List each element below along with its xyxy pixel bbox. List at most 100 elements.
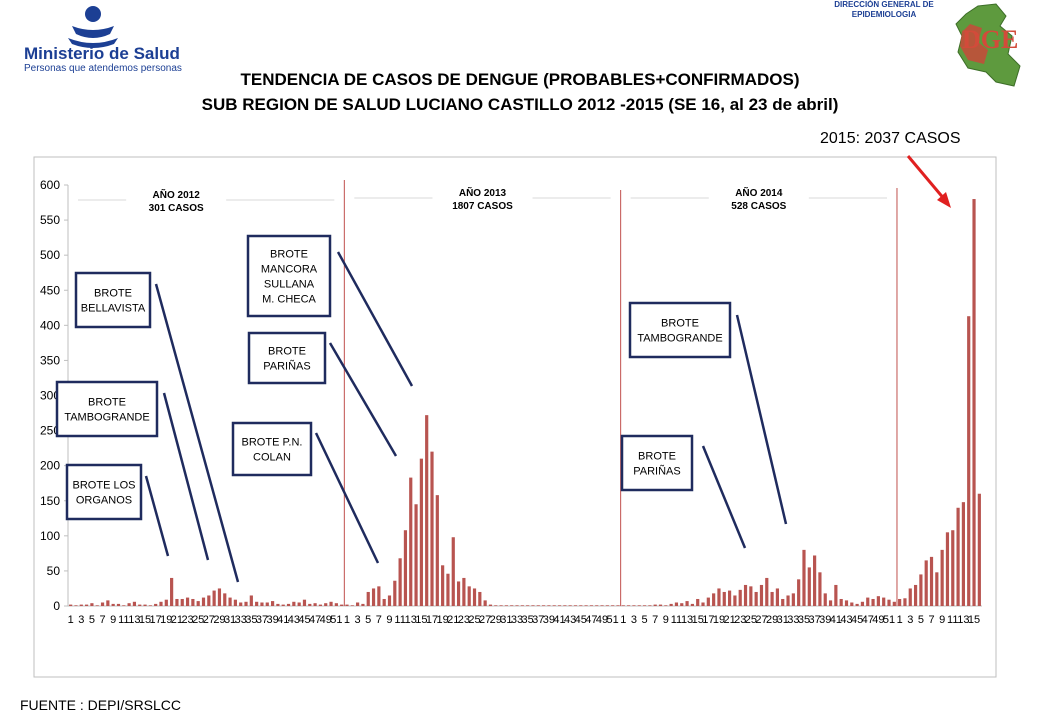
x-tick-label: 5 [89,614,95,626]
x-tick-label: 25 [745,614,757,626]
bar-2015-w14 [967,316,971,606]
bar-2013-w26 [478,591,482,606]
brote-tambogrande-2012-text: BROTE [88,397,126,409]
x-tick-label: 25 [468,614,480,626]
brote-bellavista-text: BELLAVISTA [81,303,146,315]
bar-2012-w6 [95,605,99,606]
bar-2014-w32 [786,595,790,606]
x-tick-label: 25 [192,614,204,626]
brote-mancora-text: SULLANA [264,279,315,291]
brote-mancora-box [246,234,332,318]
x-tick-label: 45 [851,614,863,626]
bar-2012-w18 [159,601,163,606]
x-tick-label: 9 [110,614,116,626]
x-tick-label: 19 [437,614,449,626]
x-tick-label: 23 [458,614,470,626]
bar-2014-w41 [834,584,838,606]
x-tick-label: 39 [543,614,555,626]
x-tick-label: 17 [702,614,714,626]
x-tick-label: 21 [171,614,183,626]
x-tick-label: 17 [426,614,438,626]
x-tick-label: 9 [386,614,392,626]
x-tick-label: 1 [897,614,903,626]
bar-2013-w47 [589,605,594,606]
dge-logo-text: DGE [962,25,1018,54]
x-tick-label: 3 [631,614,637,626]
brote-tambogrande-2014-text: TAMBOGRANDE [637,333,722,345]
bar-2012-w17 [154,603,158,606]
x-tick-label: 9 [663,614,669,626]
bar-2014-w31 [781,598,785,606]
bar-2013-w43 [568,605,572,606]
x-tick-label: 1 [620,614,626,626]
bar-2014-w52 [892,601,896,606]
bar-2014-w35 [802,549,806,606]
brote-bellavista-text: BROTE [94,288,132,300]
x-tick-label: 29 [490,614,502,626]
bar-2012-w4 [85,604,89,606]
bar-2013-w45 [579,605,583,606]
bar-2012-w2 [74,605,78,606]
bar-2015-w9 [940,549,944,606]
x-tick-label: 41 [277,614,289,626]
bar-2013-w10 [393,580,397,606]
bar-2013-w40 [552,605,556,606]
year-cases-2014: 528 CASOS [731,201,786,212]
bar-2013-w48 [595,605,599,606]
bar-2012-w40 [276,603,280,606]
bar-2012-w46 [308,603,312,606]
bar-2012-w50 [329,601,333,606]
bar-2012-w34 [244,601,248,606]
year-cases-2013: 1807 CASOS [452,201,513,212]
x-tick-label: 33 [511,614,523,626]
y-tick-label: 400 [40,318,60,332]
x-tick-label: 27 [755,614,767,626]
brote-tambogrande-2014-pointer [735,314,788,525]
bar-2013-w18 [435,495,439,606]
bar-2013-w32 [510,605,514,606]
bar-2014-w38 [818,572,822,606]
bar-2012-w33 [239,602,243,606]
bar-2012-w15 [143,604,147,606]
bar-2014-w50 [882,597,886,606]
bar-2015-w7 [929,556,934,606]
brote-mancora-text: M. CHECA [262,294,316,306]
brote-tambogrande-2012-text: TAMBOGRANDE [64,412,149,424]
brote-pn-colan-text: COLAN [253,452,291,464]
brote-los-organos-text: ORGANOS [76,495,132,507]
bar-2014-w7 [653,604,657,606]
bar-2014-w36 [807,567,811,606]
annotation-2015-cases: 2015: 2037 CASOS [820,130,961,147]
y-tick-label: 50 [47,564,61,578]
x-tick-label: 35 [522,614,534,626]
bar-2012-w30 [223,593,227,606]
x-tick-label: 11 [671,614,682,626]
x-tick-label: 47 [585,614,597,626]
x-tick-label: 7 [376,614,382,626]
brote-pn-colan-pointer [314,432,380,564]
x-tick-label: 13 [681,614,693,626]
brote-pn-colan-box [231,421,313,477]
bar-2012-w39 [270,601,275,606]
x-tick-label: 45 [298,614,310,626]
bar-2014-w43 [844,600,849,606]
x-tick-label: 15 [968,614,980,626]
bar-2014-w51 [887,599,891,606]
x-tick-label: 47 [309,614,321,626]
brote-los-organos-box [65,463,143,521]
bar-2013-w17 [430,451,434,606]
x-tick-label: 3 [907,614,913,626]
bar-2013-w3 [356,602,360,606]
bar-2012-w32 [233,599,237,606]
brote-parinas-2014-text: BROTE [638,451,676,463]
bar-2014-w4 [637,605,641,606]
bar-2014-w34 [797,579,801,606]
bar-2013-w52 [616,605,620,606]
x-tick-label: 3 [78,614,84,626]
bar-2015-w16 [977,493,981,606]
bar-2014-w37 [813,555,817,606]
bar-2015-w1 [898,598,902,606]
bar-2014-w13 [685,601,689,606]
bar-2012-w37 [260,602,264,606]
x-tick-label: 23 [181,614,193,626]
